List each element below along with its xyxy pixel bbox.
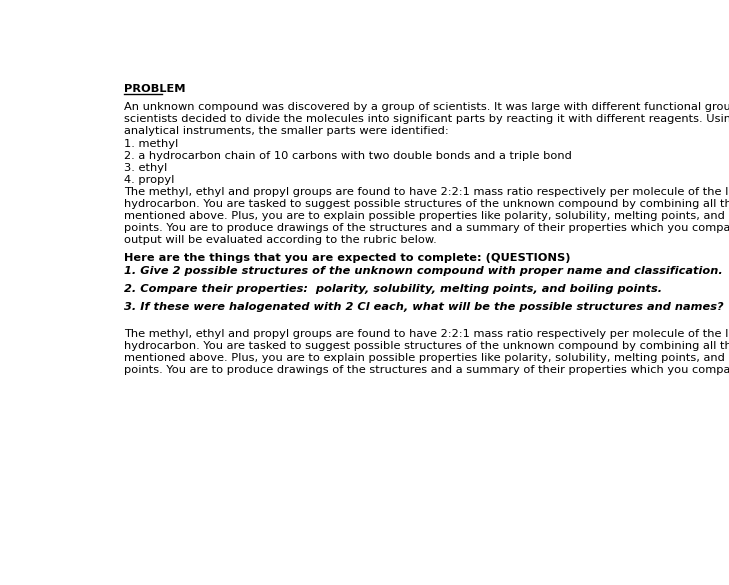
Text: The methyl, ethyl and propyl groups are found to have 2:2:1 mass ratio respectiv: The methyl, ethyl and propyl groups are … — [124, 329, 729, 339]
Text: Here are the things that you are expected to complete: (QUESTIONS): Here are the things that you are expecte… — [124, 253, 570, 263]
Text: 2. a hydrocarbon chain of 10 carbons with two double bonds and a triple bond: 2. a hydrocarbon chain of 10 carbons wit… — [124, 150, 572, 161]
Text: PROBLEM: PROBLEM — [124, 84, 185, 94]
Text: 2. Compare their properties:  polarity, solubility, melting points, and boiling : 2. Compare their properties: polarity, s… — [124, 284, 662, 294]
Text: 1. methyl: 1. methyl — [124, 139, 178, 149]
Text: 3. ethyl: 3. ethyl — [124, 163, 167, 173]
Text: analytical instruments, the smaller parts were identified:: analytical instruments, the smaller part… — [124, 126, 448, 136]
Text: 4. propyl: 4. propyl — [124, 175, 174, 185]
Text: 3. If these were halogenated with 2 Cl each, what will be the possible structure: 3. If these were halogenated with 2 Cl e… — [124, 302, 723, 312]
Text: hydrocarbon. You are tasked to suggest possible structures of the unknown compou: hydrocarbon. You are tasked to suggest p… — [124, 340, 729, 350]
Text: scientists decided to divide the molecules into significant parts by reacting it: scientists decided to divide the molecul… — [124, 114, 729, 125]
Text: points. You are to produce drawings of the structures and a summary of their pro: points. You are to produce drawings of t… — [124, 365, 729, 375]
Text: output will be evaluated according to the rubric below.: output will be evaluated according to th… — [124, 235, 437, 245]
Text: An unknown compound was discovered by a group of scientists. It was large with d: An unknown compound was discovered by a … — [124, 102, 729, 112]
Text: hydrocarbon. You are tasked to suggest possible structures of the unknown compou: hydrocarbon. You are tasked to suggest p… — [124, 199, 729, 209]
Text: mentioned above. Plus, you are to explain possible properties like polarity, sol: mentioned above. Plus, you are to explai… — [124, 353, 729, 363]
Text: points. You are to produce drawings of the structures and a summary of their pro: points. You are to produce drawings of t… — [124, 223, 729, 233]
Text: 1. Give 2 possible structures of the unknown compound with proper name and class: 1. Give 2 possible structures of the unk… — [124, 266, 722, 276]
Text: The methyl, ethyl and propyl groups are found to have 2:2:1 mass ratio respectiv: The methyl, ethyl and propyl groups are … — [124, 187, 729, 197]
Text: mentioned above. Plus, you are to explain possible properties like polarity, sol: mentioned above. Plus, you are to explai… — [124, 211, 729, 221]
